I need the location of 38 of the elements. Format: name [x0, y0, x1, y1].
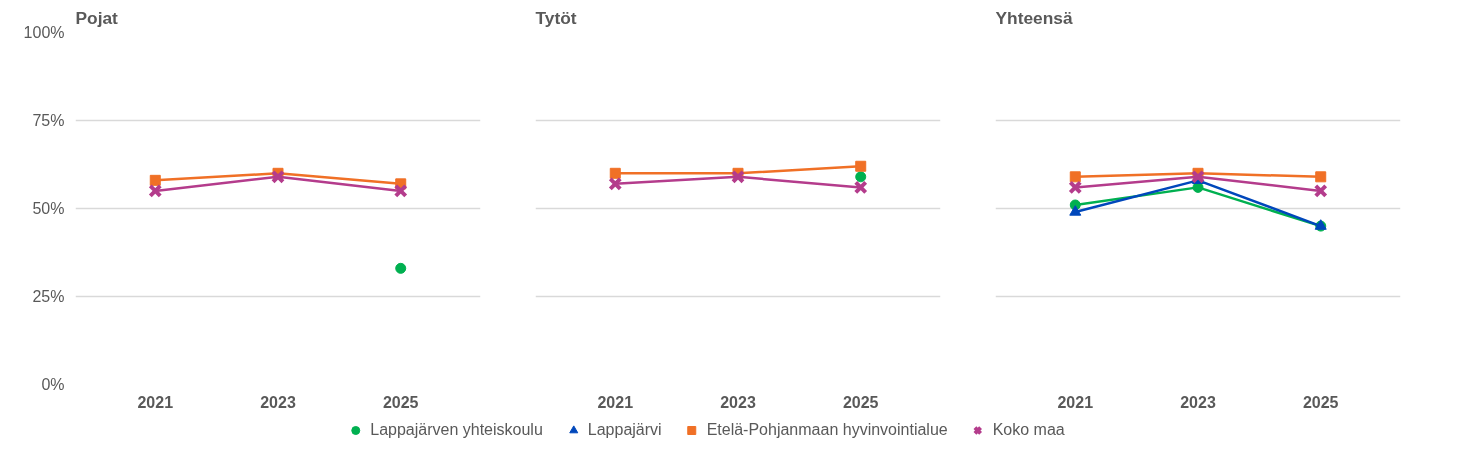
x-tick-label: 2021: [1057, 393, 1094, 411]
legend-label: Lappajärvi: [587, 421, 662, 439]
point: [1313, 183, 1328, 198]
point: [1315, 171, 1327, 183]
point: [1068, 180, 1083, 195]
x-tick-label: 2025: [842, 393, 879, 411]
x-tick-label: 2023: [260, 393, 296, 411]
point: [148, 183, 163, 198]
chart-title: Tytöt: [535, 7, 577, 28]
point: [855, 160, 867, 172]
point: [1069, 171, 1081, 183]
y-tick-label: 50%: [32, 200, 65, 217]
point: [395, 262, 407, 274]
legend-label: Lappajärven yhteiskoulu: [370, 421, 543, 439]
y-tick-label: 100%: [23, 24, 65, 41]
point: [855, 171, 867, 183]
legend-label: Etelä-Pohjanmaan hyvinvointialue: [706, 421, 948, 439]
x-tick-label: 2025: [382, 393, 419, 411]
point: [608, 176, 623, 191]
legend-label: Koko maa: [992, 421, 1065, 439]
y-tick-label: 75%: [32, 112, 65, 129]
point: [609, 167, 621, 179]
point: [1069, 205, 1082, 216]
point: [271, 169, 285, 184]
x-tick-label: 2021: [597, 393, 634, 411]
x-tick-label: 2025: [1302, 393, 1339, 411]
y-tick-label: 25%: [32, 288, 65, 305]
point: [1191, 169, 1205, 184]
point: [149, 174, 161, 186]
chart-title: Yhteensä: [995, 7, 1073, 28]
x-tick-label: 2021: [137, 393, 174, 411]
y-tick-label: 0%: [41, 376, 65, 393]
x-tick-label: 2023: [1180, 393, 1216, 411]
point: [853, 180, 868, 195]
point: [731, 169, 745, 184]
x-tick-label: 2023: [720, 393, 756, 411]
chart-title: Pojat: [75, 7, 119, 28]
point: [393, 183, 408, 198]
